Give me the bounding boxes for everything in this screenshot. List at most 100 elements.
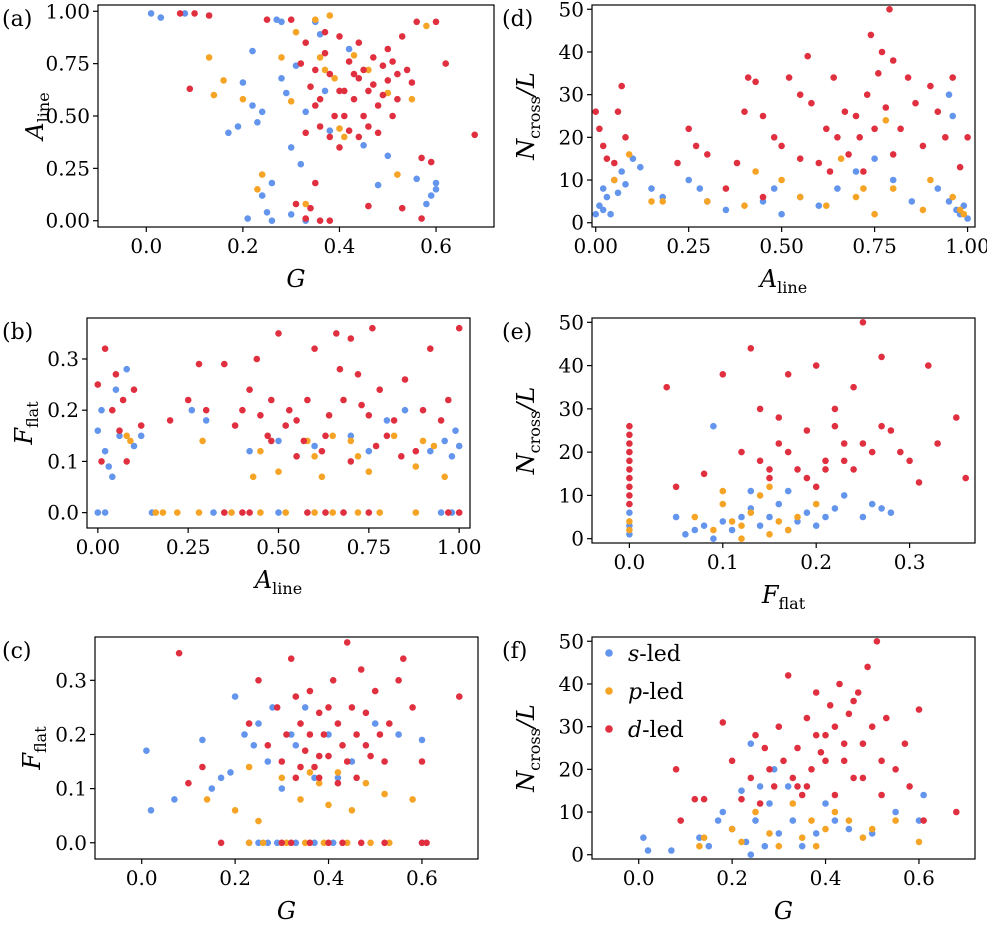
data-point xyxy=(307,204,314,212)
data-point xyxy=(419,437,427,445)
data-point xyxy=(945,91,953,98)
data-point xyxy=(127,437,134,445)
data-point xyxy=(321,87,329,95)
x-tick-label: 0.2 xyxy=(227,234,259,258)
data-point xyxy=(353,774,360,782)
data-point xyxy=(831,817,839,824)
data-point xyxy=(347,458,355,465)
data-point xyxy=(822,757,829,765)
data-point xyxy=(413,18,421,26)
x-tick-label: 0.2 xyxy=(219,866,251,890)
data-point xyxy=(258,192,266,199)
x-tick-label: 0.4 xyxy=(324,234,356,258)
data-point xyxy=(427,447,434,455)
data-point xyxy=(722,206,730,214)
data-point xyxy=(275,468,282,476)
data-point xyxy=(360,66,367,74)
data-point xyxy=(934,108,942,115)
data-point xyxy=(278,75,285,82)
x-tick-label: 0.3 xyxy=(894,550,926,574)
data-point xyxy=(98,406,105,414)
data-point xyxy=(747,345,755,352)
data-point xyxy=(257,412,264,419)
data-point xyxy=(812,842,820,850)
data-point xyxy=(255,817,262,825)
data-point xyxy=(471,131,479,139)
p-led-series xyxy=(123,432,449,516)
data-point xyxy=(704,151,711,158)
data-point xyxy=(412,447,420,455)
data-point xyxy=(747,774,755,782)
data-point xyxy=(812,689,820,696)
data-point xyxy=(794,744,801,752)
data-point xyxy=(700,470,708,478)
data-point xyxy=(336,33,343,40)
data-point xyxy=(394,171,401,178)
data-point xyxy=(365,66,372,74)
data-point xyxy=(239,509,246,516)
data-point xyxy=(94,427,102,435)
data-point xyxy=(239,95,247,103)
data-point xyxy=(315,752,323,760)
data-point xyxy=(353,731,360,738)
data-point xyxy=(362,709,370,717)
data-point xyxy=(286,406,293,414)
y-tick-label: 20 xyxy=(559,440,584,464)
data-point xyxy=(292,693,300,700)
data-point xyxy=(841,108,849,115)
data-point xyxy=(188,406,196,414)
data-point xyxy=(794,466,801,473)
data-point xyxy=(427,158,435,166)
data-point xyxy=(427,192,435,199)
data-point xyxy=(355,75,363,82)
data-point xyxy=(607,210,614,218)
data-point xyxy=(878,353,885,361)
data-point xyxy=(409,704,416,711)
data-point xyxy=(227,769,234,776)
data-point xyxy=(234,123,242,130)
data-point xyxy=(840,740,848,747)
data-point xyxy=(418,154,425,162)
data-point xyxy=(348,758,356,765)
data-point xyxy=(770,134,778,141)
data-point xyxy=(384,152,392,160)
data-point xyxy=(831,723,839,730)
data-point xyxy=(348,807,356,814)
data-point xyxy=(105,463,112,470)
data-point xyxy=(868,723,876,730)
data-point xyxy=(137,432,145,440)
data-point xyxy=(672,483,680,491)
data-point xyxy=(949,112,956,120)
data-point xyxy=(784,672,792,679)
data-point xyxy=(437,417,445,424)
plot-frame xyxy=(94,636,479,860)
data-point xyxy=(365,123,372,130)
data-point xyxy=(358,401,365,409)
data-point xyxy=(626,509,633,516)
data-point xyxy=(798,791,806,799)
y-axis-label: Ncross/L xyxy=(512,704,544,793)
data-point xyxy=(231,807,239,814)
data-point xyxy=(696,834,703,841)
panel-label: (c) xyxy=(2,639,32,664)
data-point xyxy=(733,159,741,167)
data-point xyxy=(354,453,362,460)
plot-frame xyxy=(97,4,495,228)
data-point xyxy=(759,193,767,201)
data-point xyxy=(878,48,886,56)
data-point xyxy=(915,838,923,846)
data-point xyxy=(722,185,730,192)
data-point xyxy=(766,513,773,521)
x-tick-label: 1.00 xyxy=(437,535,482,559)
data-point xyxy=(395,731,402,738)
data-point xyxy=(626,457,633,465)
data-point xyxy=(850,466,857,473)
data-point xyxy=(875,70,882,77)
data-point xyxy=(367,752,374,760)
data-point xyxy=(329,839,337,847)
data-point xyxy=(878,757,885,765)
y-tick-label: 30 xyxy=(559,715,584,739)
data-point xyxy=(336,125,343,132)
data-point xyxy=(334,769,342,776)
data-point xyxy=(245,763,253,771)
